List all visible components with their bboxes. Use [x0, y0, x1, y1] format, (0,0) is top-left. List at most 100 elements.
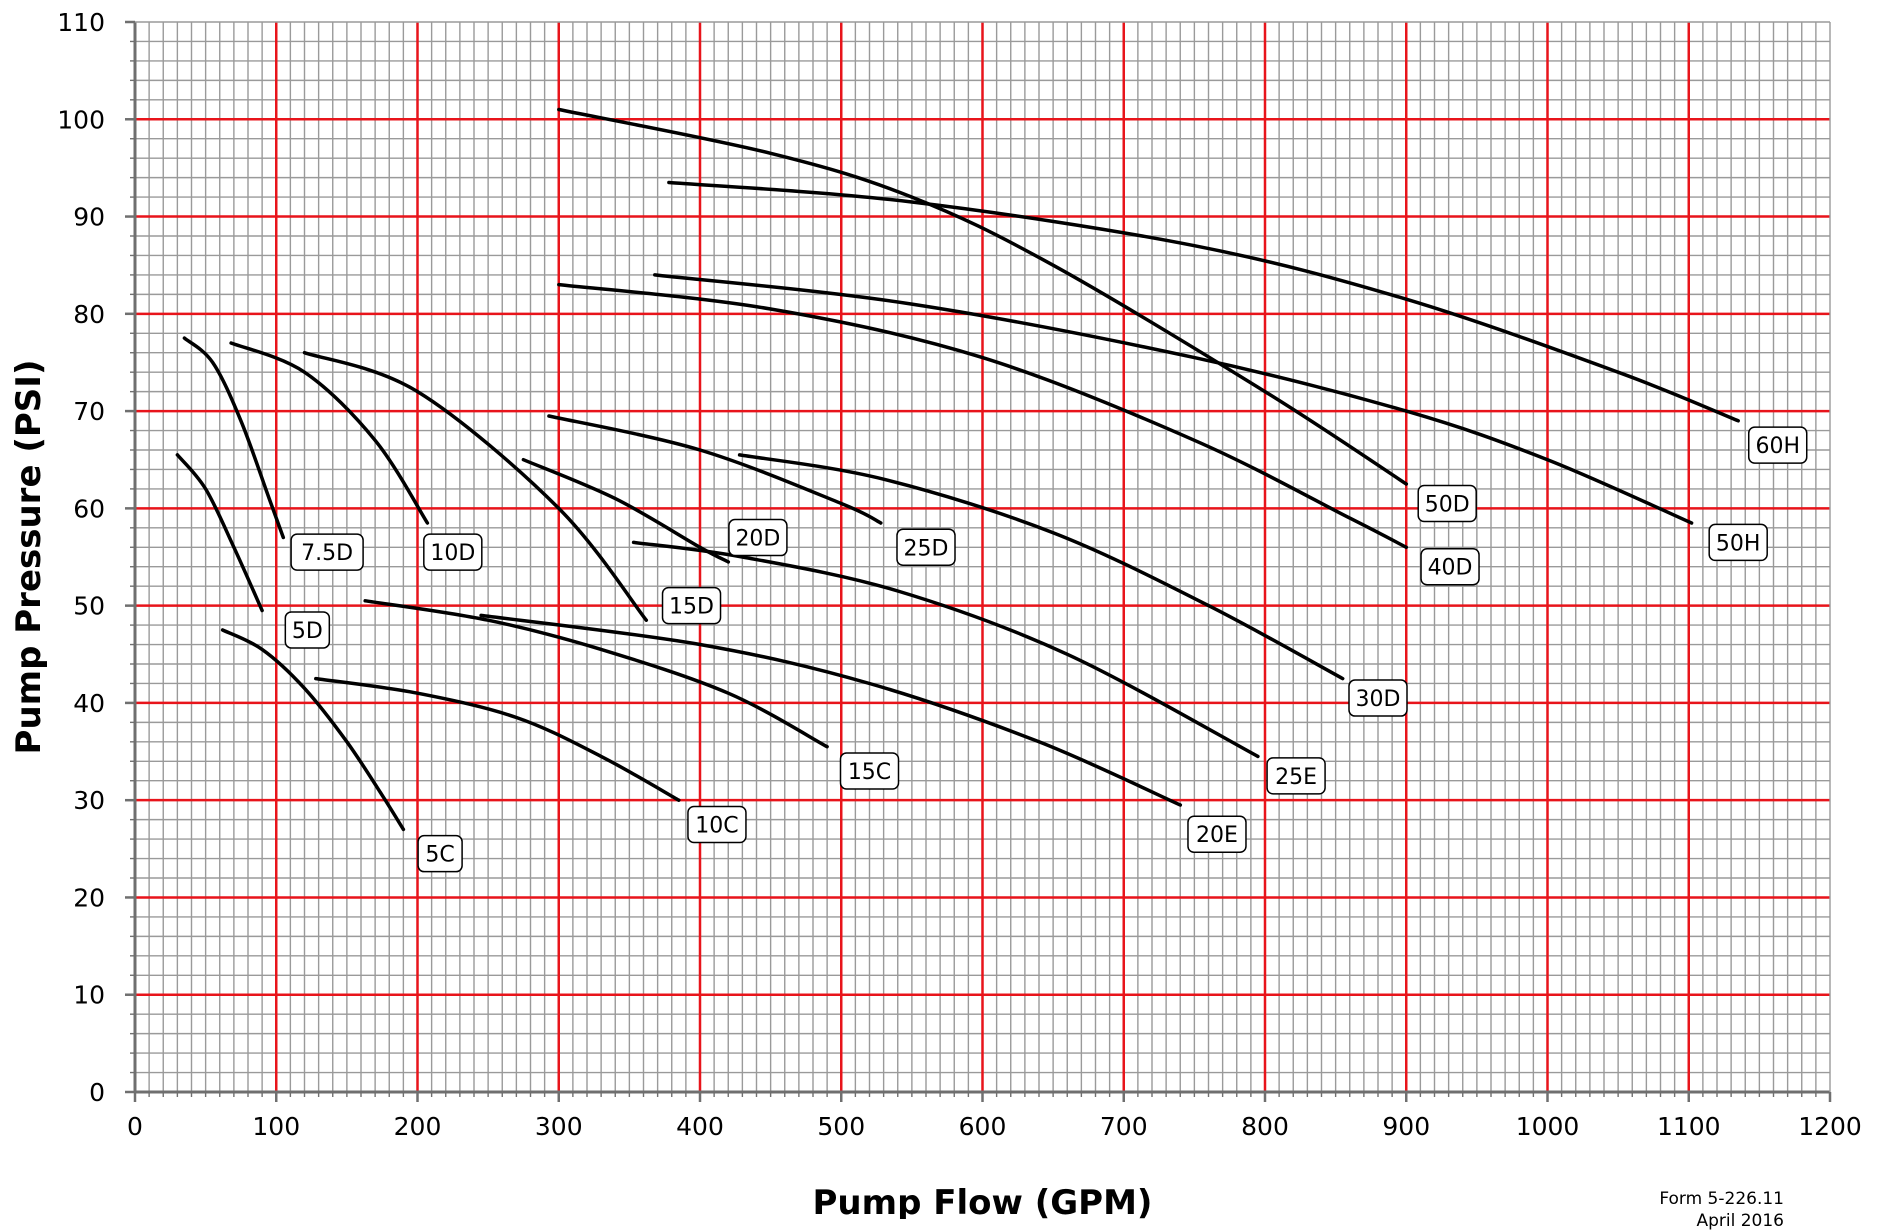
y-tick-label: 10 — [73, 981, 105, 1010]
y-tick-labels: 0 10 20 30 40 50 60 70 80 90 100 110 — [57, 8, 105, 1107]
y-tick-label: 80 — [73, 300, 105, 329]
curve-label-box — [687, 805, 747, 844]
pump-curve-10c — [314, 676, 681, 802]
pump-curve-20d — [521, 457, 731, 564]
curve-label-box — [423, 533, 483, 571]
curve-label-text: 20E — [1196, 823, 1238, 848]
curve-label-50d: 50D — [1417, 484, 1477, 523]
axes — [125, 20, 1832, 1102]
pump-curve-25d — [547, 414, 883, 525]
curve-label-text: 10D — [430, 541, 475, 566]
form-number: Form 5-226.11 — [1659, 1189, 1784, 1209]
pump-curve-5c — [220, 628, 406, 832]
curve-label-box — [417, 834, 463, 873]
curve-label-box — [1747, 426, 1808, 464]
curve-labels: 5C 10C 15C 20E 25E 30D 5D 7.5D 10D 15D 20D 25D 40D 50… — [284, 426, 1808, 873]
curve-label-text: 50H — [1716, 531, 1761, 556]
x-tick-label: 600 — [959, 1112, 1007, 1141]
y-tick-label: 110 — [57, 8, 105, 37]
curve-label-box — [1708, 523, 1768, 562]
pump-curve-10d — [229, 341, 430, 525]
y-tick-label: 90 — [73, 203, 105, 232]
x-tick-label: 0 — [127, 1112, 143, 1141]
curve-label-box — [728, 518, 788, 557]
curve-label-10c: 10C — [687, 805, 747, 844]
pump-curve-5d — [175, 453, 264, 613]
curve-label-10d: 10D — [423, 533, 483, 571]
curve-label-7-5d: 7.5D — [290, 533, 364, 571]
x-tick-label: 300 — [535, 1112, 583, 1141]
curve-label-box — [896, 528, 956, 567]
pump-curves — [175, 107, 1740, 832]
x-tick-label: 800 — [1241, 1112, 1289, 1141]
curve-label-box — [1348, 679, 1408, 717]
curve-label-40d: 40D — [1420, 547, 1480, 586]
curve-label-text: 25D — [904, 536, 949, 561]
x-tick-label: 900 — [1382, 1112, 1430, 1141]
curve-label-box — [284, 611, 331, 649]
curve-label-box — [290, 533, 364, 571]
curve-label-5c: 5C — [417, 834, 463, 873]
curve-label-text: 40D — [1428, 556, 1473, 581]
curve-label-box — [839, 752, 900, 790]
curve-label-box — [1417, 484, 1477, 523]
curve-label-text: 15C — [848, 760, 891, 785]
pump-curve-7-5d — [182, 336, 286, 540]
x-tick-label: 1000 — [1516, 1112, 1580, 1141]
pump-curve-30d — [737, 453, 1345, 681]
y-tick-label: 100 — [57, 105, 105, 134]
curve-label-text: 20D — [735, 527, 780, 552]
x-tick-label: 1100 — [1657, 1112, 1721, 1141]
pump-curve-15c — [363, 599, 829, 749]
curve-label-30d: 30D — [1348, 679, 1408, 717]
curve-label-15d: 15D — [661, 586, 722, 625]
curve-label-25d: 25D — [896, 528, 956, 567]
curve-label-box — [1266, 757, 1326, 795]
pump-curve-25e — [631, 540, 1260, 759]
curve-label-60h: 60H — [1747, 426, 1808, 464]
y-tick-label: 40 — [73, 689, 105, 718]
pump-curve-15d — [302, 350, 649, 622]
pump-curve-20e — [479, 613, 1183, 807]
x-tick-label: 100 — [252, 1112, 300, 1141]
form-date: April 2016 — [1696, 1211, 1784, 1231]
y-tick-label: 70 — [73, 397, 105, 426]
curve-label-15c: 15C — [839, 752, 900, 790]
curve-label-text: 10C — [695, 814, 738, 839]
x-tick-label: 200 — [394, 1112, 442, 1141]
curve-label-text: 7.5D — [301, 541, 353, 566]
pump-curve-60h — [667, 180, 1740, 423]
pump-curve-50h — [653, 273, 1694, 525]
curve-label-box — [1420, 547, 1480, 586]
pump-curve-40d — [557, 282, 1409, 550]
y-tick-label: 0 — [89, 1078, 105, 1107]
curve-label-box — [1187, 815, 1247, 853]
curve-label-text: 5D — [292, 619, 323, 644]
curve-label-box — [661, 586, 722, 625]
y-axis-title: Pump Pressure (PSI) — [9, 360, 49, 755]
curve-label-text: 30D — [1356, 687, 1401, 712]
curve-label-25e: 25E — [1266, 757, 1326, 795]
curve-label-text: 5C — [425, 843, 454, 868]
x-tick-label: 1200 — [1798, 1112, 1862, 1141]
curve-label-5d: 5D — [284, 611, 331, 649]
form-footer: Form 5-226.11 April 2016 — [1484, 1188, 1784, 1232]
x-tick-labels: 0 100 200 300 400 500 600 700 800 900 1000 1100 1200 — [127, 1112, 1862, 1141]
y-tick-label: 50 — [73, 592, 105, 621]
pump-curve-50d — [557, 107, 1409, 486]
curve-label-text: 15D — [669, 595, 714, 620]
y-tick-label: 20 — [73, 883, 105, 912]
curve-label-text: 25E — [1275, 765, 1317, 790]
curve-label-50h: 50H — [1708, 523, 1768, 562]
x-tick-label: 500 — [817, 1112, 865, 1141]
x-tick-label: 700 — [1100, 1112, 1148, 1141]
curve-label-20d: 20D — [728, 518, 788, 557]
x-tick-label: 400 — [676, 1112, 724, 1141]
x-axis-title: Pump Flow (GPM) — [813, 1183, 1153, 1219]
curve-label-text: 60H — [1755, 434, 1800, 459]
y-tick-label: 30 — [73, 786, 105, 815]
curve-label-text: 50D — [1425, 493, 1470, 518]
curve-label-20e: 20E — [1187, 815, 1247, 853]
y-tick-label: 60 — [73, 494, 105, 523]
